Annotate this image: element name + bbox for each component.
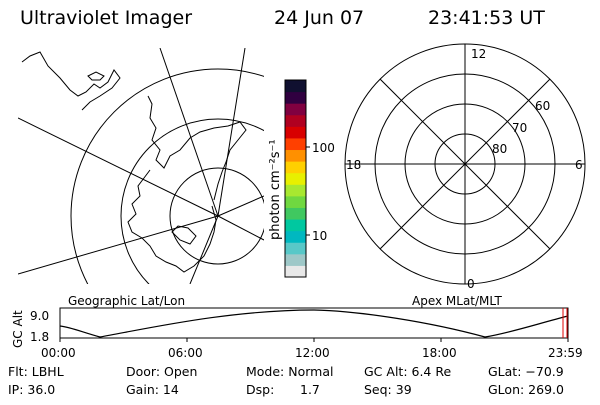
colorbar-unit-label: photon cm⁻²s⁻¹ <box>268 139 283 240</box>
colorbar-tick-label-10: 10 <box>312 229 327 243</box>
filter-status: Flt: LBHL <box>8 364 64 379</box>
latitude-circle <box>70 68 264 284</box>
altitude-curve <box>59 309 569 338</box>
observation-date: 24 Jun 07 <box>274 7 364 29</box>
coastline <box>147 95 247 201</box>
meridian-line <box>18 215 219 275</box>
meridian-line <box>217 195 264 217</box>
mode-status: Mode: Normal <box>246 364 333 379</box>
altitude-plot: Geographic Lat/Lon Apex MLat/MLT GC Alt … <box>11 294 583 360</box>
colorbar-swatch <box>285 149 306 162</box>
colorbar-swatch <box>285 126 306 139</box>
meridian-line <box>217 215 264 241</box>
plot-frame <box>59 307 569 339</box>
plot-xtick-label: 12:00 <box>295 346 330 360</box>
plot-xtick-label: 00:00 <box>41 346 76 360</box>
plot-right-title: Apex MLat/MLT <box>412 294 502 308</box>
status-panel: Flt: LBHL Door: Open Mode: Normal GC Alt… <box>8 364 564 397</box>
plot-ytick-1: 1.8 <box>30 330 49 344</box>
colorbar-swatch <box>285 265 306 278</box>
coastline <box>127 169 217 273</box>
colorbar-frame <box>284 79 307 278</box>
dsp-value: 1.7 <box>300 382 320 397</box>
mlat-label-80: 80 <box>492 142 507 156</box>
gain-status: Gain: 14 <box>126 382 179 397</box>
colorbar-swatch <box>285 230 306 243</box>
coastline <box>171 225 197 245</box>
colorbar-swatch <box>285 80 306 93</box>
colorbar-swatch <box>285 103 306 116</box>
dsp-label: Dsp: <box>246 382 274 397</box>
colorbar-swatch <box>285 242 306 255</box>
mlt-label-6: 6 <box>575 158 583 172</box>
plot-left-title: Geographic Lat/Lon <box>68 294 185 308</box>
colorbar-swatch <box>285 91 306 104</box>
instrument-title: Ultraviolet Imager <box>20 7 192 29</box>
colorbar-swatch <box>285 161 306 174</box>
colorbar-swatch <box>285 207 306 220</box>
gc-alt-status: GC Alt: 6.4 Re <box>364 364 451 379</box>
meridian-line <box>189 215 219 284</box>
plot-ylabel: GC Alt <box>11 310 25 348</box>
latitude-circle <box>120 118 264 284</box>
plot-ytick-9: 9.0 <box>30 309 49 323</box>
colorbar-tick-label-100: 100 <box>312 141 335 155</box>
colorbar-swatch <box>285 114 306 127</box>
plot-xtick-label: 06:00 <box>168 346 203 360</box>
observation-time: 23:41:53 UT <box>428 7 545 29</box>
colorbar-swatch <box>285 184 306 197</box>
meridian-line <box>217 48 246 217</box>
glon-status: GLon: 269.0 <box>488 382 564 397</box>
polar-grid <box>344 43 586 285</box>
colorbar-swatch <box>285 219 306 232</box>
door-status: Door: Open <box>126 364 197 379</box>
colorbar-swatch <box>285 195 306 208</box>
mlt-label-18: 18 <box>346 158 361 172</box>
colorbar: 100 10 photon cm⁻²s⁻¹ <box>268 79 335 278</box>
colorbar-swatch <box>285 137 306 151</box>
colorbar-swatch <box>285 253 306 266</box>
mlt-label-12: 12 <box>471 47 486 61</box>
geographic-map <box>18 48 264 284</box>
plot-xtick-label: 23:59 <box>548 346 583 360</box>
colorbar-swatches <box>285 80 306 278</box>
mlt-label-0: 0 <box>467 277 475 291</box>
polar-labels: 12 6 0 18 60 70 80 <box>346 47 583 291</box>
ip-status: IP: 36.0 <box>8 382 55 397</box>
mlat-label-60: 60 <box>535 99 550 113</box>
seq-status: Seq: 39 <box>364 382 412 397</box>
meridian-line <box>159 48 219 217</box>
current-time-marker <box>562 308 568 338</box>
latitude-circle <box>169 167 264 265</box>
glat-status: GLat: −70.9 <box>488 364 564 379</box>
coastline <box>87 71 105 81</box>
mlat-label-70: 70 <box>512 121 527 135</box>
coastline <box>21 51 121 111</box>
meridian-line <box>18 117 219 217</box>
plot-xtick-label: 18:00 <box>422 346 457 360</box>
colorbar-swatch <box>285 172 306 185</box>
mlt-line <box>379 78 551 250</box>
